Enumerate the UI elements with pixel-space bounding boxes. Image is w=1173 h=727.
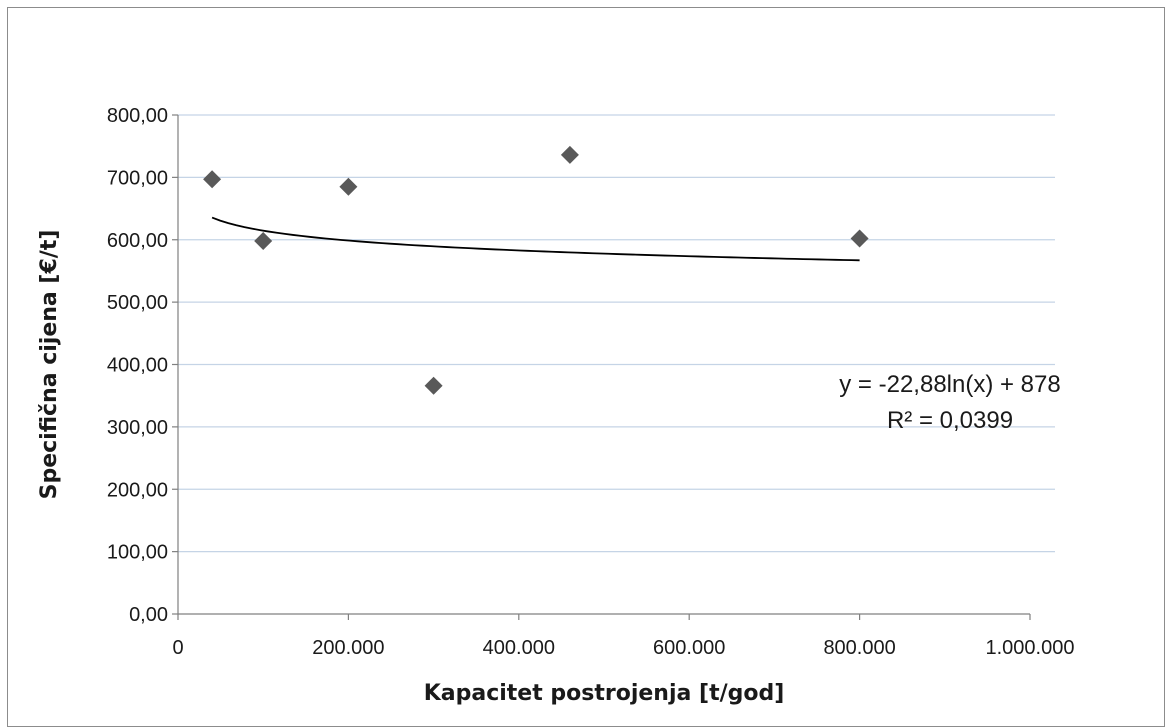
data-point-0 — [203, 170, 222, 189]
data-point-2 — [339, 177, 358, 196]
y-tick-label-2: 200,00 — [107, 479, 168, 501]
x-tick-label-3: 600.000 — [653, 637, 725, 659]
data-point-1 — [254, 231, 273, 250]
x-tick-label-2: 400.000 — [483, 637, 555, 659]
x-tick-labels: 0 200.000 400.000 600.000 800.000 1.000.000 — [172, 637, 1074, 659]
y-tick-label-3: 300,00 — [107, 417, 168, 439]
chart-frame — [7, 7, 1165, 727]
x-tick-label-0: 0 — [172, 637, 183, 659]
axes — [172, 114, 1031, 620]
y-tick-label-1: 100,00 — [107, 542, 168, 564]
y-axis-title: Specifična cijena [€/t] — [37, 230, 62, 500]
trendline-equation: y = -22,88ln(x) + 878 — [839, 371, 1060, 398]
x-tick-label-4: 800.000 — [823, 637, 895, 659]
data-point-5 — [850, 229, 869, 248]
y-tick-label-8: 800,00 — [107, 105, 168, 127]
y-tick-label-4: 400,00 — [107, 355, 168, 377]
trendline — [211, 216, 860, 262]
x-tick-label-1: 200.000 — [312, 637, 384, 659]
data-point-3 — [424, 376, 443, 395]
data-point-4 — [560, 145, 579, 164]
data-points — [203, 145, 869, 395]
y-tick-labels: 0,00 100,00 200,00 300,00 400,00 500,00 600,00… — [107, 105, 168, 626]
gridlines — [178, 114, 1055, 553]
y-tick-label-5: 500,00 — [107, 292, 168, 314]
y-tick-label-6: 600,00 — [107, 230, 168, 252]
x-axis-title: Kapacitet postrojenja [t/god] — [424, 681, 785, 706]
y-tick-label-0: 0,00 — [129, 604, 168, 626]
y-tick-label-7: 700,00 — [107, 167, 168, 189]
x-tick-label-5: 1.000.000 — [986, 637, 1075, 659]
trendline-r-squared: R² = 0,0399 — [887, 407, 1013, 434]
